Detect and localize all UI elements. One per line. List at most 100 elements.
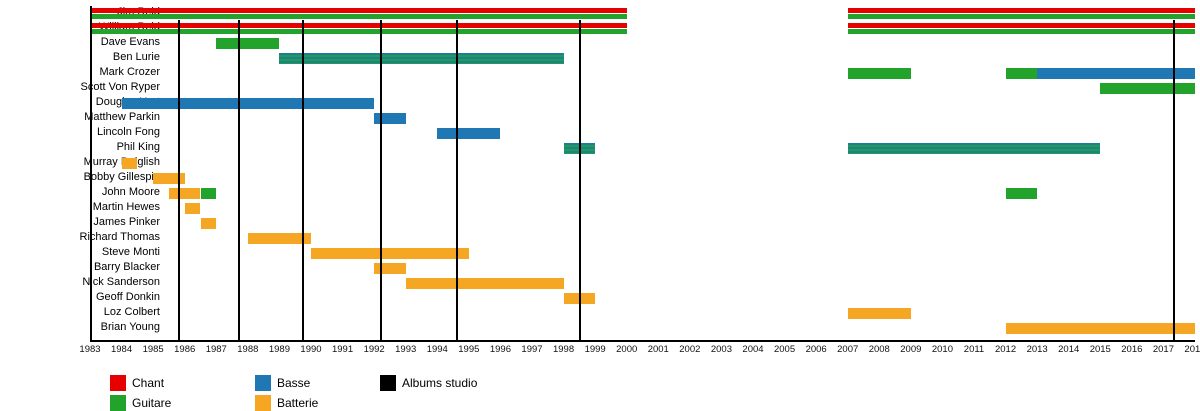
legend-label-albums studio: Albums studio: [402, 376, 477, 390]
year-tick-1992: 1992: [360, 344, 388, 355]
row-label-john-moore: John Moore: [0, 187, 160, 198]
year-tick-1983: 1983: [76, 344, 104, 355]
segment-william-reid-guitare-0[interactable]: [90, 29, 627, 34]
year-tick-1998: 1998: [550, 344, 578, 355]
row-label-phil-king: Phil King: [0, 142, 160, 153]
year-tick-1991: 1991: [329, 344, 357, 355]
legend-swatch-albums studio: [380, 375, 396, 391]
segment-phil-king-guitarebasse-1[interactable]: [848, 143, 1101, 154]
album-release-line-0[interactable]: [178, 20, 180, 342]
segment-dave-evans-0[interactable]: [216, 38, 279, 49]
segment-mark-crozer-2[interactable]: [1037, 68, 1195, 79]
row-label-nick-sanderson: Nick Sanderson: [0, 277, 160, 288]
segment-loz-colbert-0[interactable]: [848, 308, 911, 319]
row-label-barry-blacker: Barry Blacker: [0, 262, 160, 273]
album-release-line-3[interactable]: [380, 20, 382, 342]
year-tick-1984: 1984: [108, 344, 136, 355]
segment-john-moore-2[interactable]: [1006, 188, 1038, 199]
year-tick-2004: 2004: [739, 344, 767, 355]
row-label-martin-hewes: Martin Hewes: [0, 202, 160, 213]
year-tick-1987: 1987: [202, 344, 230, 355]
segment-jim-reid-guitare-0[interactable]: [90, 14, 627, 19]
year-tick-2005: 2005: [771, 344, 799, 355]
year-tick-1989: 1989: [265, 344, 293, 355]
legend-label-guitare: Guitare: [132, 396, 171, 410]
row-label-brian-young: Brian Young: [0, 322, 160, 333]
album-release-line-2[interactable]: [302, 20, 304, 342]
year-tick-2011: 2011: [960, 344, 988, 355]
year-tick-1993: 1993: [392, 344, 420, 355]
segment-mark-crozer-1[interactable]: [1006, 68, 1038, 79]
album-release-line-5[interactable]: [579, 20, 581, 342]
row-label-matthew-parkin: Matthew Parkin: [0, 112, 160, 123]
row-label-dave-evans: Dave Evans: [0, 37, 160, 48]
year-tick-1994: 1994: [423, 344, 451, 355]
segment-jim-reid-guitare-1[interactable]: [848, 14, 1195, 19]
segment-jim-reid-chant-1[interactable]: [848, 8, 1195, 13]
year-tick-2015: 2015: [1086, 344, 1114, 355]
year-tick-2003: 2003: [707, 344, 735, 355]
year-tick-1997: 1997: [518, 344, 546, 355]
segment-matthew-parkin-0[interactable]: [374, 113, 406, 124]
year-tick-2016: 2016: [1118, 344, 1146, 355]
year-tick-2012: 2012: [992, 344, 1020, 355]
segment-james-pinker-0[interactable]: [201, 218, 217, 229]
year-tick-2017: 2017: [1149, 344, 1177, 355]
legend-label-basse: Basse: [277, 376, 310, 390]
album-release-line-4[interactable]: [456, 20, 458, 342]
year-tick-2007: 2007: [834, 344, 862, 355]
row-label-loz-colbert: Loz Colbert: [0, 307, 160, 318]
year-tick-2006: 2006: [802, 344, 830, 355]
segment-scott-von-ryper-0[interactable]: [1100, 83, 1195, 94]
year-tick-1995: 1995: [455, 344, 483, 355]
album-release-line-1[interactable]: [238, 20, 240, 342]
segment-steve-monti-0[interactable]: [311, 248, 469, 259]
year-tick-1986: 1986: [171, 344, 199, 355]
segment-nick-sanderson-0[interactable]: [406, 278, 564, 289]
legend-label-chant: Chant: [132, 376, 164, 390]
legend-label-batterie: Batterie: [277, 396, 318, 410]
row-label-scott-von-ryper: Scott Von Ryper: [0, 82, 160, 93]
year-tick-2010: 2010: [928, 344, 956, 355]
year-tick-2002: 2002: [676, 344, 704, 355]
year-tick-2001: 2001: [644, 344, 672, 355]
segment-douglas-hart-0[interactable]: [122, 98, 375, 109]
year-tick-1999: 1999: [581, 344, 609, 355]
legend-swatch-guitare: [110, 395, 126, 411]
segment-mark-crozer-0[interactable]: [848, 68, 911, 79]
row-label-ben-lurie: Ben Lurie: [0, 52, 160, 63]
row-label-bobby-gillespie: Bobby Gillespie: [0, 172, 160, 183]
row-label-mark-crozer: Mark Crozer: [0, 67, 160, 78]
year-tick-1996: 1996: [486, 344, 514, 355]
x-axis-line: [90, 340, 1195, 342]
row-label-richard-thomas: Richard Thomas: [0, 232, 160, 243]
legend-swatch-basse: [255, 375, 271, 391]
year-tick-2014: 2014: [1055, 344, 1083, 355]
year-tick-2000: 2000: [613, 344, 641, 355]
segment-william-reid-guitare-1[interactable]: [848, 29, 1195, 34]
segment-brian-young-0[interactable]: [1006, 323, 1195, 334]
segment-william-reid-chant-1[interactable]: [848, 23, 1195, 28]
y-axis-line: [90, 6, 92, 340]
year-tick-2018: 2018: [1181, 344, 1200, 355]
year-tick-1985: 1985: [139, 344, 167, 355]
segment-lincoln-fong-0[interactable]: [437, 128, 500, 139]
year-tick-1988: 1988: [234, 344, 262, 355]
row-label-steve-monti: Steve Monti: [0, 247, 160, 258]
segment-john-moore-1[interactable]: [201, 188, 217, 199]
segment-murray-dalglish-0[interactable]: [122, 158, 138, 169]
year-tick-2008: 2008: [865, 344, 893, 355]
year-tick-2013: 2013: [1023, 344, 1051, 355]
year-tick-1990: 1990: [297, 344, 325, 355]
row-label-geoff-donkin: Geoff Donkin: [0, 292, 160, 303]
album-release-line-6[interactable]: [1173, 20, 1175, 342]
segment-william-reid-chant-0[interactable]: [90, 23, 627, 28]
row-label-lincoln-fong: Lincoln Fong: [0, 127, 160, 138]
segment-martin-hewes-0[interactable]: [185, 203, 201, 214]
segment-ben-lurie-guitarebasse-0[interactable]: [279, 53, 563, 64]
segment-john-moore-0[interactable]: [169, 188, 201, 199]
segment-jim-reid-chant-0[interactable]: [90, 8, 627, 13]
segment-barry-blacker-0[interactable]: [374, 263, 406, 274]
row-label-james-pinker: James Pinker: [0, 217, 160, 228]
